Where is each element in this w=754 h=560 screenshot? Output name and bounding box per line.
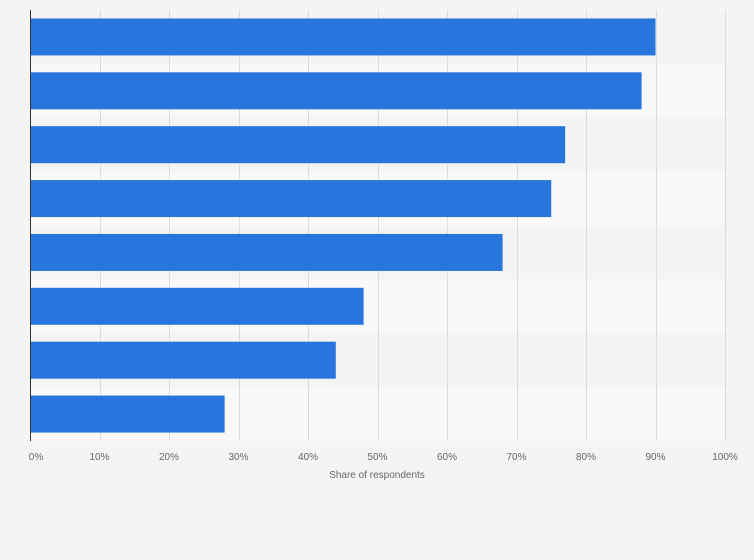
x-tick-label: 10% xyxy=(89,452,109,463)
x-tick-label: 50% xyxy=(367,452,387,463)
x-tick-label: 100% xyxy=(712,452,738,463)
x-tick-labels: 0% 10% 20% 30% 40% 50% 60% 70% 80% 90% 100% xyxy=(29,452,738,463)
bars xyxy=(30,18,656,433)
bar[interactable] xyxy=(30,395,225,433)
bar[interactable] xyxy=(30,233,503,271)
x-axis-title: Share of respondents xyxy=(329,470,425,481)
x-tick-label: 60% xyxy=(437,452,457,463)
bar[interactable] xyxy=(30,180,552,218)
x-tick-label: 80% xyxy=(576,452,596,463)
x-tick-label: 30% xyxy=(228,452,248,463)
x-tick-label: 90% xyxy=(645,452,665,463)
bar[interactable] xyxy=(30,287,364,325)
x-tick-label: 0% xyxy=(29,452,44,463)
x-tick-label: 70% xyxy=(506,452,526,463)
bar[interactable] xyxy=(30,341,336,379)
bar[interactable] xyxy=(30,126,566,164)
bar[interactable] xyxy=(30,18,656,56)
x-tick-label: 40% xyxy=(298,452,318,463)
x-tick-label: 20% xyxy=(159,452,179,463)
bar[interactable] xyxy=(30,72,642,110)
